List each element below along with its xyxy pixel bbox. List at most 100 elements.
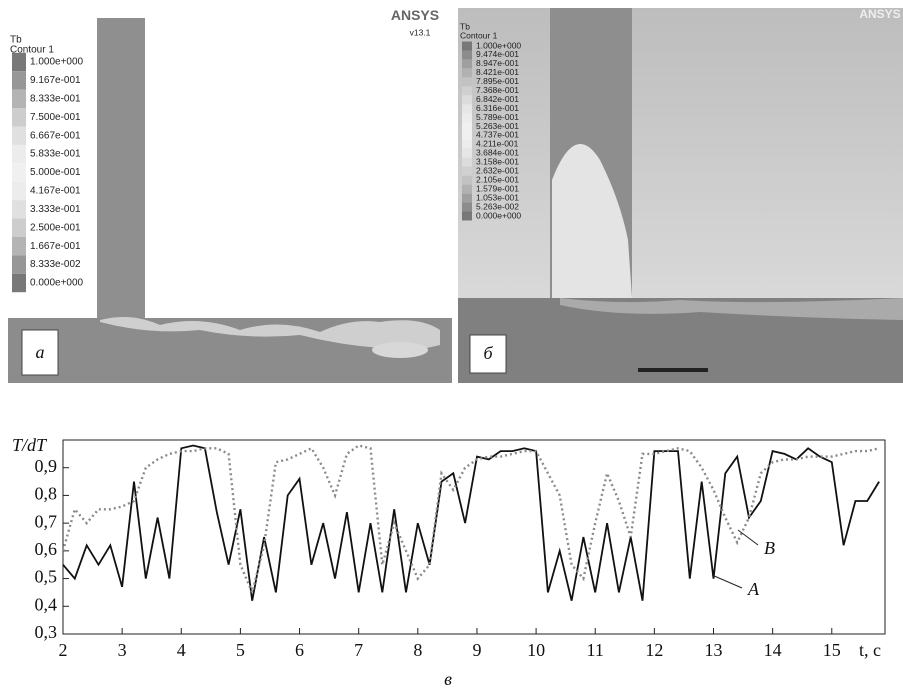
plot-frame — [62, 439, 886, 635]
legend-label: 8.333e-001 — [30, 93, 81, 104]
panel-bg — [458, 8, 903, 300]
legend-label: 1.000e+000 — [30, 57, 84, 68]
legend-label: 6.667e-001 — [30, 130, 81, 141]
x-tick-label: 11 — [587, 640, 604, 660]
x-tick-label: 13 — [705, 640, 723, 660]
legend-swatch — [462, 41, 472, 51]
legend-label: 3.684e-001 — [476, 148, 519, 158]
legend-label: 8.947e-001 — [476, 58, 519, 68]
legend-label: 7.500e-001 — [30, 112, 81, 123]
x-tick-label: 6 — [295, 640, 304, 660]
legend-label: 1.053e-001 — [476, 192, 519, 202]
y-tick-label: 0,9 — [35, 456, 58, 476]
legend-label: 1.667e-001 — [30, 241, 81, 252]
legend-swatch — [462, 113, 472, 123]
legend-swatch — [462, 211, 472, 221]
legend-label: 5.263e-001 — [476, 121, 519, 131]
legend-label: 6.842e-001 — [476, 94, 519, 104]
legend-swatch — [462, 157, 472, 167]
legend-swatch — [462, 95, 472, 105]
series-line — [62, 444, 880, 601]
legend-swatch — [462, 77, 472, 87]
label-box — [21, 329, 59, 376]
label-box — [469, 334, 507, 374]
legend-swatch — [462, 139, 472, 149]
legend-label: 4.211e-001 — [476, 139, 519, 149]
x-axis-label: t, с — [859, 640, 881, 660]
legend-swatch — [462, 184, 472, 194]
legend-swatch — [12, 200, 26, 219]
legend-title: Tb — [460, 21, 470, 31]
legend-label: 6.316e-001 — [476, 103, 519, 113]
legend-swatch — [462, 148, 472, 158]
panel-label: а — [36, 342, 45, 362]
legend-swatch — [12, 273, 26, 293]
legend-swatch — [12, 181, 26, 201]
y-tick-label: 0,8 — [35, 484, 58, 504]
label-leader — [711, 574, 743, 589]
x-tick-label: 15 — [823, 640, 841, 660]
y-tick-label: 0,5 — [35, 567, 58, 587]
legend-label: 2.500e-001 — [30, 222, 81, 233]
legend-subtitle: Contour 1 — [10, 45, 54, 56]
legend-swatch — [462, 68, 472, 78]
legend-swatch — [462, 175, 472, 185]
y-tick-label: 0,3 — [35, 622, 58, 642]
legend-swatch — [12, 108, 26, 127]
legend-swatch — [462, 193, 472, 203]
legend-label: 0.000e+000 — [30, 278, 84, 289]
legend-label: 3.158e-001 — [476, 157, 519, 167]
y-tick-label: 0,4 — [35, 594, 58, 614]
legend-swatch — [12, 144, 26, 164]
legend-label: 5.833e-001 — [30, 149, 81, 160]
legend-label: 3.333e-001 — [30, 204, 81, 215]
legend-swatch — [462, 86, 472, 96]
plume — [552, 144, 632, 298]
legend-label: 1.579e-001 — [476, 183, 519, 193]
legend-label: 4.167e-001 — [30, 186, 81, 197]
panel-b: ANSYS Tb Contour 1 б — [458, 7, 903, 383]
x-tick-label: 5 — [236, 640, 245, 660]
legend-label: 0.000e+000 — [476, 210, 521, 220]
legend-label: 9.474e-001 — [476, 49, 519, 59]
label-leader — [737, 529, 759, 546]
x-tick-label: 14 — [764, 640, 782, 660]
legend-label: 7.368e-001 — [476, 85, 519, 95]
legend-swatch — [462, 131, 472, 140]
x-tick-label: 10 — [527, 640, 545, 660]
legend-swatch — [12, 163, 26, 182]
legend-title: Tb — [10, 35, 22, 46]
logo: ANSYS — [391, 7, 439, 23]
legend-label: 8.333e-002 — [30, 259, 81, 270]
legend-label: 7.895e-001 — [476, 76, 519, 86]
x-tick-label: 12 — [645, 640, 663, 660]
legend-swatch — [462, 122, 472, 131]
legend-label: 2.105e-001 — [476, 174, 519, 184]
series-line — [61, 444, 880, 597]
x-tick-label: 2 — [59, 640, 68, 660]
mixing-zone — [560, 298, 903, 320]
x-tick-label: 4 — [177, 640, 186, 660]
legend-swatch — [12, 52, 26, 72]
panel-a: ANSYS v13.1 Tb Contour 1 а — [8, 0, 452, 383]
mixing-zone — [100, 316, 440, 351]
x-tick-label: 7 — [354, 640, 363, 660]
column — [97, 18, 145, 320]
legend-swatch — [12, 71, 26, 90]
x-tick-label: 9 — [472, 640, 481, 660]
legend-swatch — [462, 59, 472, 69]
legend-swatch — [462, 202, 472, 212]
caption: в — [444, 669, 452, 689]
legend-swatch — [12, 126, 26, 145]
series-label: A — [747, 579, 760, 599]
legend-swatch — [462, 50, 472, 60]
logo: ANSYS — [859, 7, 900, 21]
legend-swatch — [462, 104, 472, 114]
legend-label: 5.789e-001 — [476, 112, 519, 122]
legend-swatch — [12, 236, 26, 256]
scale-bar — [638, 368, 708, 372]
y-tick-label: 0,6 — [35, 539, 58, 559]
legend-label: 8.421e-001 — [476, 67, 519, 77]
